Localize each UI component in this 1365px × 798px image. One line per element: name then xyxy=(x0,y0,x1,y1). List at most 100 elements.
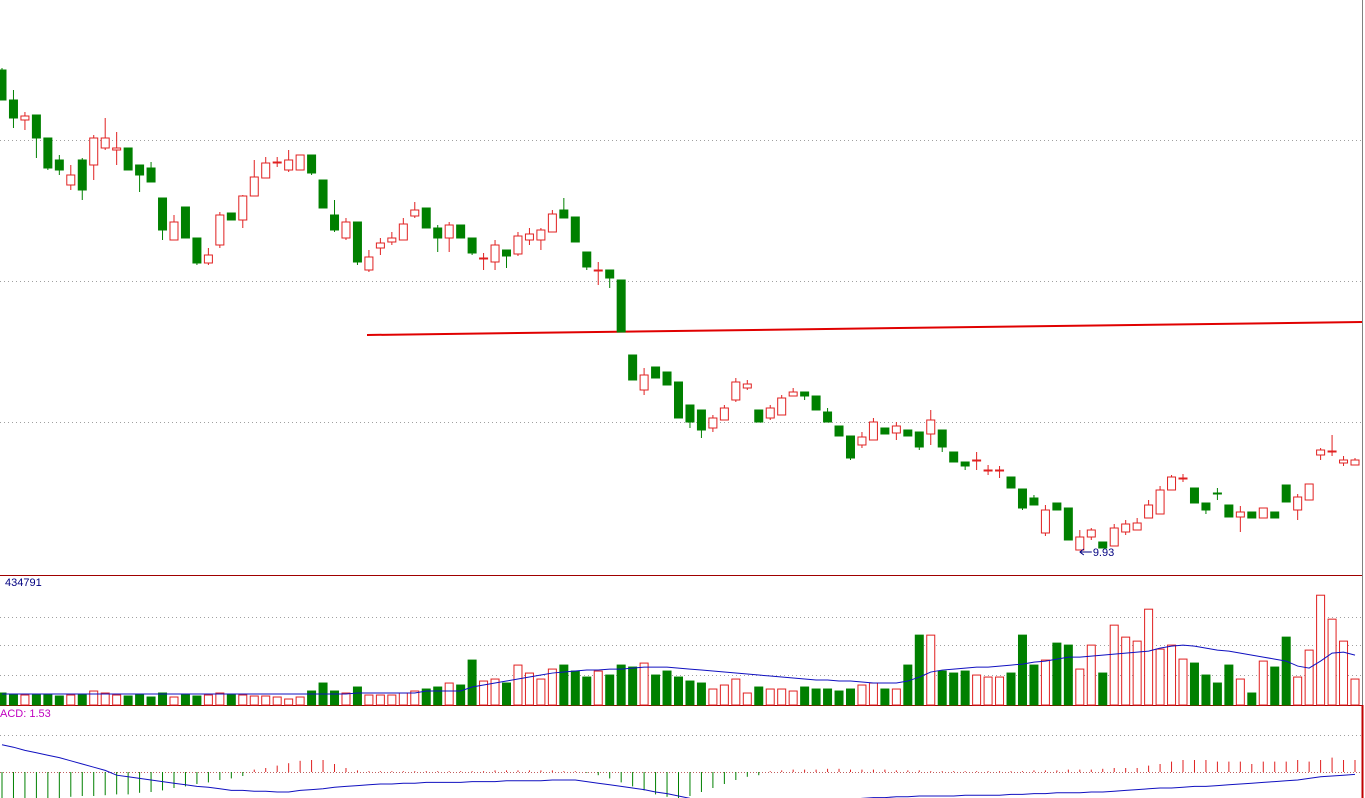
candle-body xyxy=(800,391,810,397)
volume-bar xyxy=(937,670,947,706)
candle-body xyxy=(77,159,87,191)
volume-bar xyxy=(146,696,156,706)
macd-label: ACD: 1.53 xyxy=(0,708,51,720)
candle-body xyxy=(731,381,741,401)
candle-body xyxy=(823,411,833,423)
candle-body xyxy=(1304,483,1314,501)
volume-bar xyxy=(1109,624,1119,706)
volume-bar xyxy=(272,696,282,706)
candle-body xyxy=(1212,492,1222,495)
volume-bar xyxy=(387,694,397,706)
candle-body xyxy=(513,235,523,255)
candle-body xyxy=(0,69,7,101)
volume-bar xyxy=(995,676,1005,706)
volume-bar xyxy=(158,692,168,706)
volume-bar xyxy=(1212,682,1222,706)
volume-bar xyxy=(1189,662,1199,706)
volume-bar xyxy=(949,672,959,706)
candle-body xyxy=(421,207,431,229)
volume-bar xyxy=(1040,659,1050,706)
candle-body xyxy=(972,459,982,462)
candle-body xyxy=(742,383,752,389)
volume-bar xyxy=(926,634,936,706)
volume-bar xyxy=(77,694,87,706)
candle-body xyxy=(777,397,787,416)
volume-bar xyxy=(1316,594,1326,706)
volume-bar xyxy=(398,692,408,706)
volume-bar xyxy=(524,672,534,706)
volume-bar xyxy=(662,670,672,706)
candle-body xyxy=(570,216,580,243)
volume-bar xyxy=(788,690,798,706)
candle-body xyxy=(914,431,924,448)
candle-body xyxy=(1167,476,1177,491)
volume-bar xyxy=(891,688,901,706)
volume-label: 434791 xyxy=(5,577,42,589)
volume-bar xyxy=(0,692,7,706)
volume-bar xyxy=(1155,648,1165,706)
volume-bar xyxy=(616,664,626,706)
volume-bar xyxy=(1293,676,1303,706)
candle-body xyxy=(1132,522,1142,531)
volume-bar xyxy=(513,664,523,706)
candle-body xyxy=(284,159,294,171)
candle-body xyxy=(295,154,305,171)
candle-body xyxy=(123,147,133,171)
candle-body xyxy=(1247,511,1257,519)
candle-body xyxy=(868,421,878,441)
volume-bar xyxy=(880,688,890,706)
candle-body xyxy=(1040,509,1050,534)
volume-bar xyxy=(834,690,844,706)
candle-body xyxy=(398,223,408,241)
line xyxy=(1,744,1356,798)
candle-body xyxy=(249,176,259,197)
candle-body xyxy=(765,407,775,419)
grid xyxy=(0,140,1362,736)
candle-body xyxy=(238,195,248,221)
candle-body xyxy=(169,221,179,241)
candle-body xyxy=(983,469,993,472)
candle-body xyxy=(880,427,890,435)
candle-body xyxy=(180,206,190,239)
candle-body xyxy=(1075,536,1085,551)
volume-bar xyxy=(502,682,512,706)
volume-bar xyxy=(1167,644,1177,706)
candle-body xyxy=(1339,459,1349,464)
candle-body xyxy=(628,354,638,381)
candle-body xyxy=(696,409,706,431)
candle-body xyxy=(593,269,603,272)
candle-body xyxy=(1155,489,1165,515)
volume-bar xyxy=(261,695,271,706)
volume-bar xyxy=(582,676,592,706)
volume-bar xyxy=(43,694,53,706)
low-arrow-head xyxy=(1079,548,1085,556)
candle-body xyxy=(1235,511,1245,518)
volume-bar xyxy=(1075,668,1085,706)
volume-bar xyxy=(249,695,259,706)
candle-body xyxy=(960,461,970,467)
candle-body xyxy=(1006,476,1016,489)
volume-bar xyxy=(330,690,340,706)
line xyxy=(2,644,1356,695)
candle-body xyxy=(1224,504,1234,518)
macd-panel xyxy=(1,744,1356,798)
volume-bar xyxy=(742,692,752,706)
candle-body xyxy=(158,197,168,231)
candle-body xyxy=(674,381,683,419)
volume-bar xyxy=(570,670,580,706)
candle-body xyxy=(261,162,271,179)
candle-body xyxy=(926,419,936,435)
candle-body xyxy=(1258,507,1268,519)
volume-bar xyxy=(1132,640,1142,706)
volume-bar xyxy=(1063,644,1073,706)
volume-bar xyxy=(811,688,821,706)
volume-bar xyxy=(112,694,122,706)
candle-body xyxy=(1189,487,1199,504)
volume-bar xyxy=(410,690,420,706)
volume-bar xyxy=(203,694,213,706)
candle-body xyxy=(1121,523,1131,533)
candle-body xyxy=(467,237,477,254)
volume-bar xyxy=(1029,664,1039,706)
volume-bar xyxy=(1258,660,1268,706)
